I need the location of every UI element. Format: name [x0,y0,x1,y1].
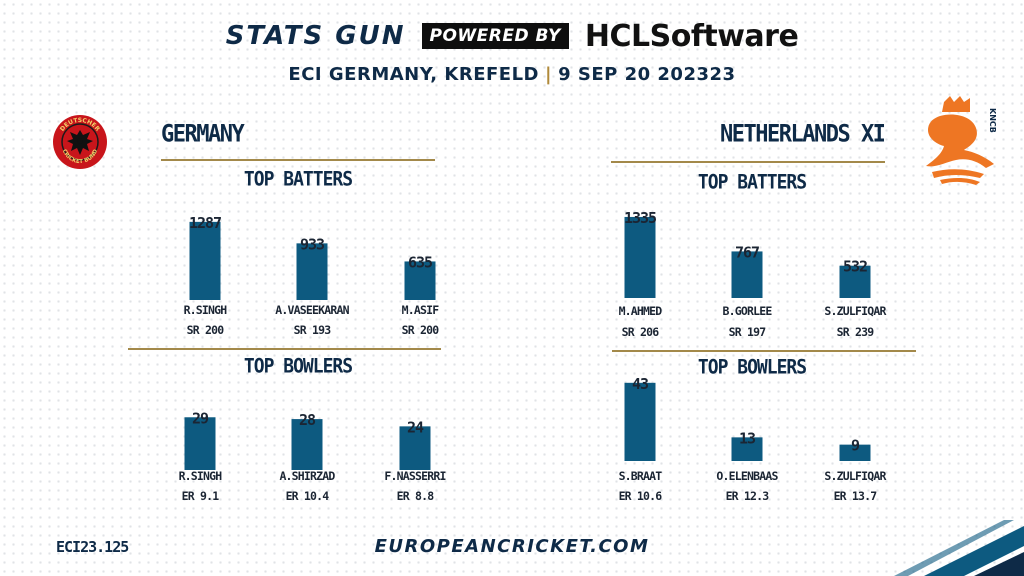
value-label: 43 [632,375,649,393]
value-label: 532 [843,258,867,276]
corner-stripes-decoration [894,520,1024,576]
bar-b-gorlee [731,251,763,298]
bar-o-elenbaas [731,437,763,461]
team-name-netherlands: NETHERLANDS XI [720,120,886,149]
brand-header: STATS GUN POWERED BY HCLSoftware [0,16,1024,56]
bar-f-nasserri [399,426,431,470]
player-name-label: M.ASIF [402,303,440,317]
player-name-label: A.VASEEKARAN [275,303,349,317]
match-date: 9 SEP 20 202323 [558,64,736,85]
player-stat-label: SR 200 [187,323,225,337]
germany-top-bowlers-title: TOP BOWLERS [243,354,353,379]
website-link[interactable]: EUROPEANCRICKET.COM [374,536,650,557]
match-venue: ECI GERMANY, KREFELD [288,64,539,85]
powered-by-badge: POWERED BY [421,23,569,49]
bar-s-zulfiqar [839,265,871,298]
hcl-software-logo: HCLSoftware [584,18,799,54]
player-stat-label: SR 197 [729,325,767,339]
player-name-label: O.ELENBAAS [716,469,778,483]
value-label: 9 [851,437,860,455]
value-label: 28 [299,411,316,429]
player-stat-label: ER 12.3 [726,489,770,503]
value-label: 635 [408,253,433,271]
player-stat-label: SR 239 [837,325,875,339]
netherlands-bowlers-chart: 43 S.BRAAT ER 10.6 13 O.ELENBAAS ER 12.3 9 S.ZU… [600,375,890,510]
player-name-label: R.SINGH [179,469,223,483]
player-name-label: S.ZULFIQAR [824,469,886,483]
bar-m-asif [404,261,436,300]
bar-m-ahmed [624,216,656,298]
netherlands-section-divider [612,350,916,352]
match-info: ECI GERMANY, KREFELD | 9 SEP 20 202323 [0,64,1024,85]
netherlands-top-batters-title: TOP BATTERS [697,170,807,195]
player-stat-label: SR 206 [622,325,660,339]
player-name-label: B.GORLEE [723,304,773,318]
deutscher-cricket-bund-logo: DEUTSCHER CRICKET BUND [53,115,107,169]
value-label: 13 [739,429,756,447]
kncb-lion-logo: KNCB [926,96,997,185]
bar-a-vaseekaran [296,243,328,300]
player-name-label: S.ZULFIQAR [824,304,886,318]
player-stat-label: ER 9.1 [182,489,220,503]
team-name-germany: GERMANY [161,120,245,149]
value-label: 933 [300,235,325,253]
netherlands-top-bowlers-title: TOP BOWLERS [697,355,807,380]
bar-r-singh [184,417,216,470]
value-label: 1335 [624,209,657,227]
bar-s-braat [624,382,656,461]
player-stat-label: ER 13.7 [834,489,878,503]
germany-bowlers-chart: 29 R.SINGH ER 9.1 28 A.SHIRZAD ER 10.4 24 F.NAS… [160,390,450,510]
kncb-logo-text: KNCB [988,108,997,133]
value-label: 24 [407,418,424,436]
value-label: 1287 [189,214,221,232]
player-stat-label: SR 200 [402,323,440,337]
player-name-label: F.NASSERRI [384,469,445,483]
germany-batters-chart: 1287 R.SINGH SR 200 933 A.VASEEKARAN SR 193 63… [160,200,450,345]
player-name-label: A.SHIRZAD [279,469,335,483]
stats-gun-logo: STATS GUN [225,21,406,51]
bar-r-singh [189,221,221,300]
germany-top-batters-title: TOP BATTERS [243,167,353,192]
value-label: 767 [735,243,759,261]
germany-section-divider [128,348,441,350]
graphic-code: ECI23.125 [56,538,129,556]
separator: | [545,64,553,85]
player-stat-label: ER 10.4 [286,489,330,503]
germany-header-divider [161,159,435,161]
netherlands-batters-chart: 1335 M.AHMED SR 206 767 B.GORLEE SR 197 532 S.Z… [600,200,890,345]
bar-s-zulfiqar [839,444,871,461]
player-stat-label: ER 8.8 [397,489,435,503]
player-name-label: R.SINGH [184,303,228,317]
bar-a-shirzad [291,419,323,470]
player-stat-label: ER 10.6 [619,489,663,503]
player-name-label: S.BRAAT [619,469,663,483]
player-name-label: M.AHMED [619,304,663,318]
value-label: 29 [192,409,209,427]
player-stat-label: SR 193 [294,323,332,337]
netherlands-header-divider [611,161,885,163]
